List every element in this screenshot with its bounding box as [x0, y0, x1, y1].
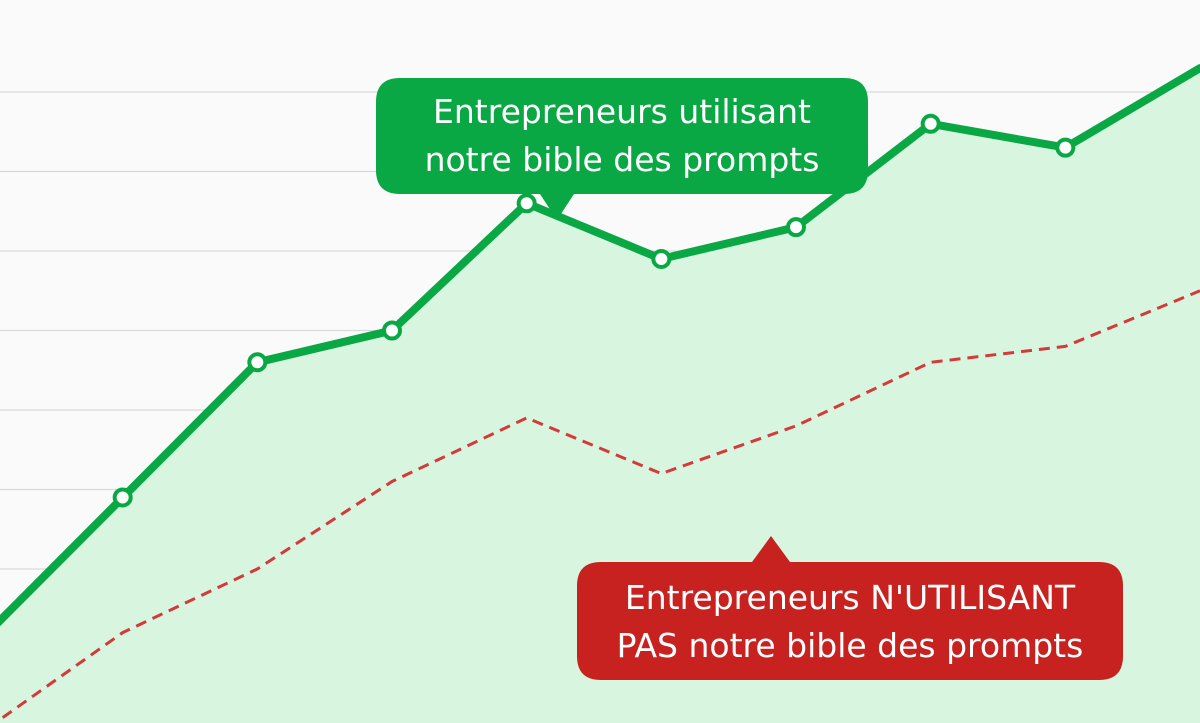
series-line-with-prompts: [0, 64, 1200, 627]
data-point: [247, 352, 268, 373]
data-point: [786, 217, 806, 238]
data-point: [382, 320, 402, 341]
callout-bubble-red: [577, 536, 1123, 680]
data-point: [920, 113, 941, 134]
annotation-with-prompts-line-1: Entrepreneurs utilisant: [433, 92, 811, 131]
annotation-with-prompts-line-2: notre bible des prompts: [424, 140, 820, 179]
series-line-without-prompts: [0, 289, 1200, 722]
annotation-with-prompts: Entrepreneurs utilisant notre bible des …: [376, 76, 868, 194]
annotation-without-prompts-line-2: PAS notre bible des prompts: [616, 626, 1084, 665]
data-point: [651, 248, 672, 269]
data-point: [112, 487, 133, 508]
annotation-without-prompts-line-1: Entrepreneurs N'UTILISANT: [624, 578, 1076, 617]
data-point: [516, 193, 537, 214]
callout-bubble-green: [376, 78, 868, 220]
data-points-with-prompts: [112, 113, 1076, 508]
data-point: [1055, 137, 1076, 158]
annotation-without-prompts: Entrepreneurs N'UTILISANT PAS notre bibl…: [577, 560, 1123, 680]
area-with-prompts: [0, 68, 1200, 723]
